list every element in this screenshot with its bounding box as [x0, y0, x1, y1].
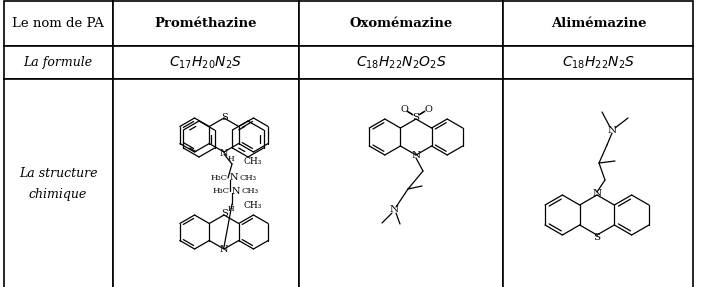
- Text: N: N: [230, 174, 239, 183]
- Text: N: N: [411, 152, 420, 160]
- Text: CH₃: CH₃: [240, 174, 257, 182]
- Text: S: S: [593, 232, 601, 241]
- Text: N: N: [220, 245, 228, 255]
- Text: Alimémazine: Alimémazine: [551, 17, 646, 30]
- Bar: [503, 1, 693, 46]
- Text: Oxomémazine: Oxomémazine: [350, 17, 453, 30]
- Bar: [4, 79, 113, 287]
- Text: O: O: [400, 104, 408, 113]
- Bar: [299, 1, 503, 46]
- Bar: [299, 79, 503, 287]
- Bar: [503, 46, 693, 79]
- Text: H: H: [227, 205, 234, 213]
- Bar: [113, 79, 299, 287]
- Text: H₃C: H₃C: [213, 187, 230, 195]
- Bar: [113, 1, 299, 46]
- Text: Prométhazine: Prométhazine: [155, 17, 257, 30]
- Text: CH₃: CH₃: [243, 158, 261, 166]
- Bar: [4, 1, 113, 46]
- Text: Le nom de PA: Le nom de PA: [12, 17, 104, 30]
- Text: S: S: [220, 113, 227, 121]
- Text: N: N: [608, 125, 617, 135]
- Text: CH₃: CH₃: [242, 187, 259, 195]
- Bar: [299, 46, 503, 79]
- Text: CH₃: CH₃: [243, 201, 261, 210]
- Bar: [113, 46, 299, 79]
- Text: La formule: La formule: [23, 56, 93, 69]
- Text: O: O: [424, 104, 432, 113]
- Text: H₃C: H₃C: [211, 174, 228, 182]
- Text: La structure
chimique: La structure chimique: [19, 167, 97, 201]
- Text: S: S: [220, 210, 227, 218]
- Text: $C_{18}H_{22}N_{2}O_{2}S$: $C_{18}H_{22}N_{2}O_{2}S$: [356, 54, 446, 71]
- Text: $C_{17}H_{20}N_{2}S$: $C_{17}H_{20}N_{2}S$: [170, 54, 242, 71]
- Bar: [4, 46, 113, 79]
- Text: S: S: [413, 113, 420, 122]
- Text: N: N: [389, 205, 398, 214]
- Text: H: H: [227, 155, 234, 163]
- Text: $C_{18}H_{22}N_{2}S$: $C_{18}H_{22}N_{2}S$: [562, 54, 635, 71]
- Text: N: N: [593, 189, 601, 198]
- Text: N: N: [232, 187, 241, 195]
- Text: N: N: [220, 148, 228, 158]
- Bar: [503, 79, 693, 287]
